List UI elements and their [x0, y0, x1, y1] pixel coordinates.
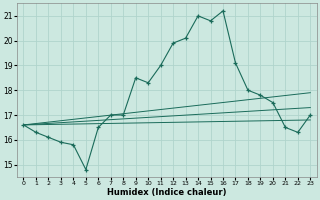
X-axis label: Humidex (Indice chaleur): Humidex (Indice chaleur) — [107, 188, 227, 197]
